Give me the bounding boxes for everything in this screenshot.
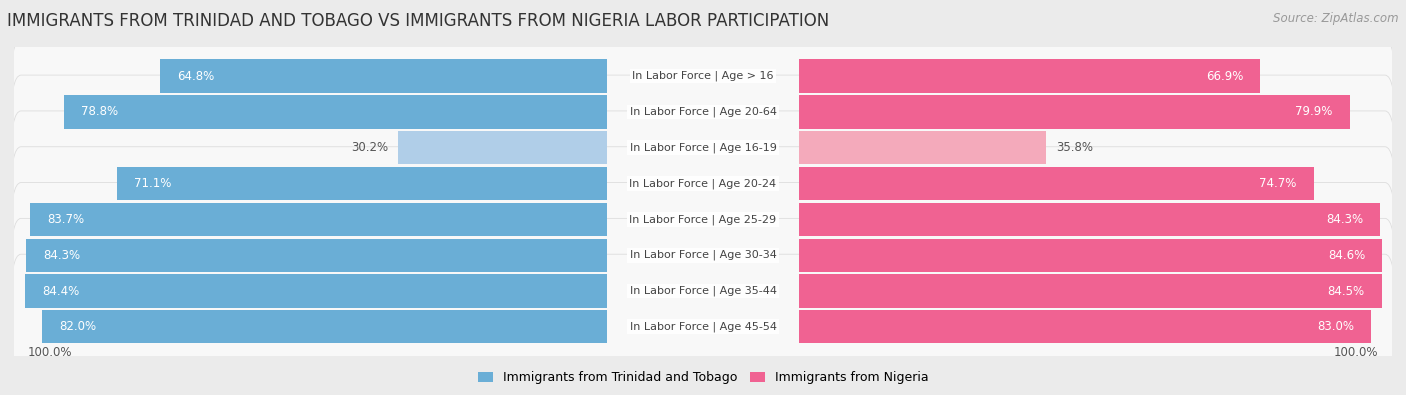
FancyBboxPatch shape [11, 4, 1395, 149]
Text: 84.3%: 84.3% [44, 249, 80, 262]
Text: 100.0%: 100.0% [1334, 346, 1378, 359]
Text: 35.8%: 35.8% [1056, 141, 1094, 154]
Bar [398, 131, 606, 164]
Text: 100.0%: 100.0% [28, 346, 72, 359]
Text: In Labor Force | Age 16-19: In Labor Force | Age 16-19 [630, 143, 776, 153]
Text: 84.3%: 84.3% [1326, 213, 1362, 226]
Text: 71.1%: 71.1% [134, 177, 172, 190]
Text: 66.9%: 66.9% [1206, 70, 1243, 83]
Text: In Labor Force | Age 45-54: In Labor Force | Age 45-54 [630, 322, 776, 332]
Text: In Labor Force | Age 30-34: In Labor Force | Age 30-34 [630, 250, 776, 260]
FancyBboxPatch shape [11, 75, 1395, 220]
Bar [63, 95, 606, 128]
Text: 30.2%: 30.2% [352, 141, 388, 154]
Text: 79.9%: 79.9% [1295, 105, 1333, 118]
Text: 83.0%: 83.0% [1317, 320, 1354, 333]
Text: 74.7%: 74.7% [1260, 177, 1296, 190]
Text: 84.5%: 84.5% [1327, 284, 1364, 297]
Text: In Labor Force | Age 25-29: In Labor Force | Age 25-29 [630, 214, 776, 225]
Bar [160, 59, 606, 93]
Bar [800, 167, 1315, 200]
Text: 82.0%: 82.0% [59, 320, 96, 333]
FancyBboxPatch shape [11, 147, 1395, 292]
Bar [800, 275, 1382, 308]
Text: 64.8%: 64.8% [177, 70, 215, 83]
Text: 84.4%: 84.4% [42, 284, 80, 297]
Bar [30, 203, 606, 236]
Text: In Labor Force | Age 20-24: In Labor Force | Age 20-24 [630, 178, 776, 189]
Bar [800, 203, 1381, 236]
Bar [117, 167, 606, 200]
FancyBboxPatch shape [11, 218, 1395, 364]
Bar [25, 239, 606, 272]
Text: 83.7%: 83.7% [48, 213, 84, 226]
Text: 84.6%: 84.6% [1327, 249, 1365, 262]
FancyBboxPatch shape [11, 111, 1395, 256]
Bar [42, 310, 606, 344]
Text: In Labor Force | Age > 16: In Labor Force | Age > 16 [633, 71, 773, 81]
Bar [800, 310, 1371, 344]
Text: 78.8%: 78.8% [82, 105, 118, 118]
FancyBboxPatch shape [11, 254, 1395, 395]
Legend: Immigrants from Trinidad and Tobago, Immigrants from Nigeria: Immigrants from Trinidad and Tobago, Imm… [472, 366, 934, 389]
Bar [800, 239, 1382, 272]
Bar [800, 131, 1046, 164]
Text: Source: ZipAtlas.com: Source: ZipAtlas.com [1274, 12, 1399, 25]
Bar [25, 275, 606, 308]
FancyBboxPatch shape [11, 182, 1395, 328]
Text: In Labor Force | Age 35-44: In Labor Force | Age 35-44 [630, 286, 776, 296]
Text: IMMIGRANTS FROM TRINIDAD AND TOBAGO VS IMMIGRANTS FROM NIGERIA LABOR PARTICIPATI: IMMIGRANTS FROM TRINIDAD AND TOBAGO VS I… [7, 12, 830, 30]
Text: In Labor Force | Age 20-64: In Labor Force | Age 20-64 [630, 107, 776, 117]
FancyBboxPatch shape [11, 39, 1395, 184]
Bar [800, 59, 1260, 93]
Bar [800, 95, 1350, 128]
